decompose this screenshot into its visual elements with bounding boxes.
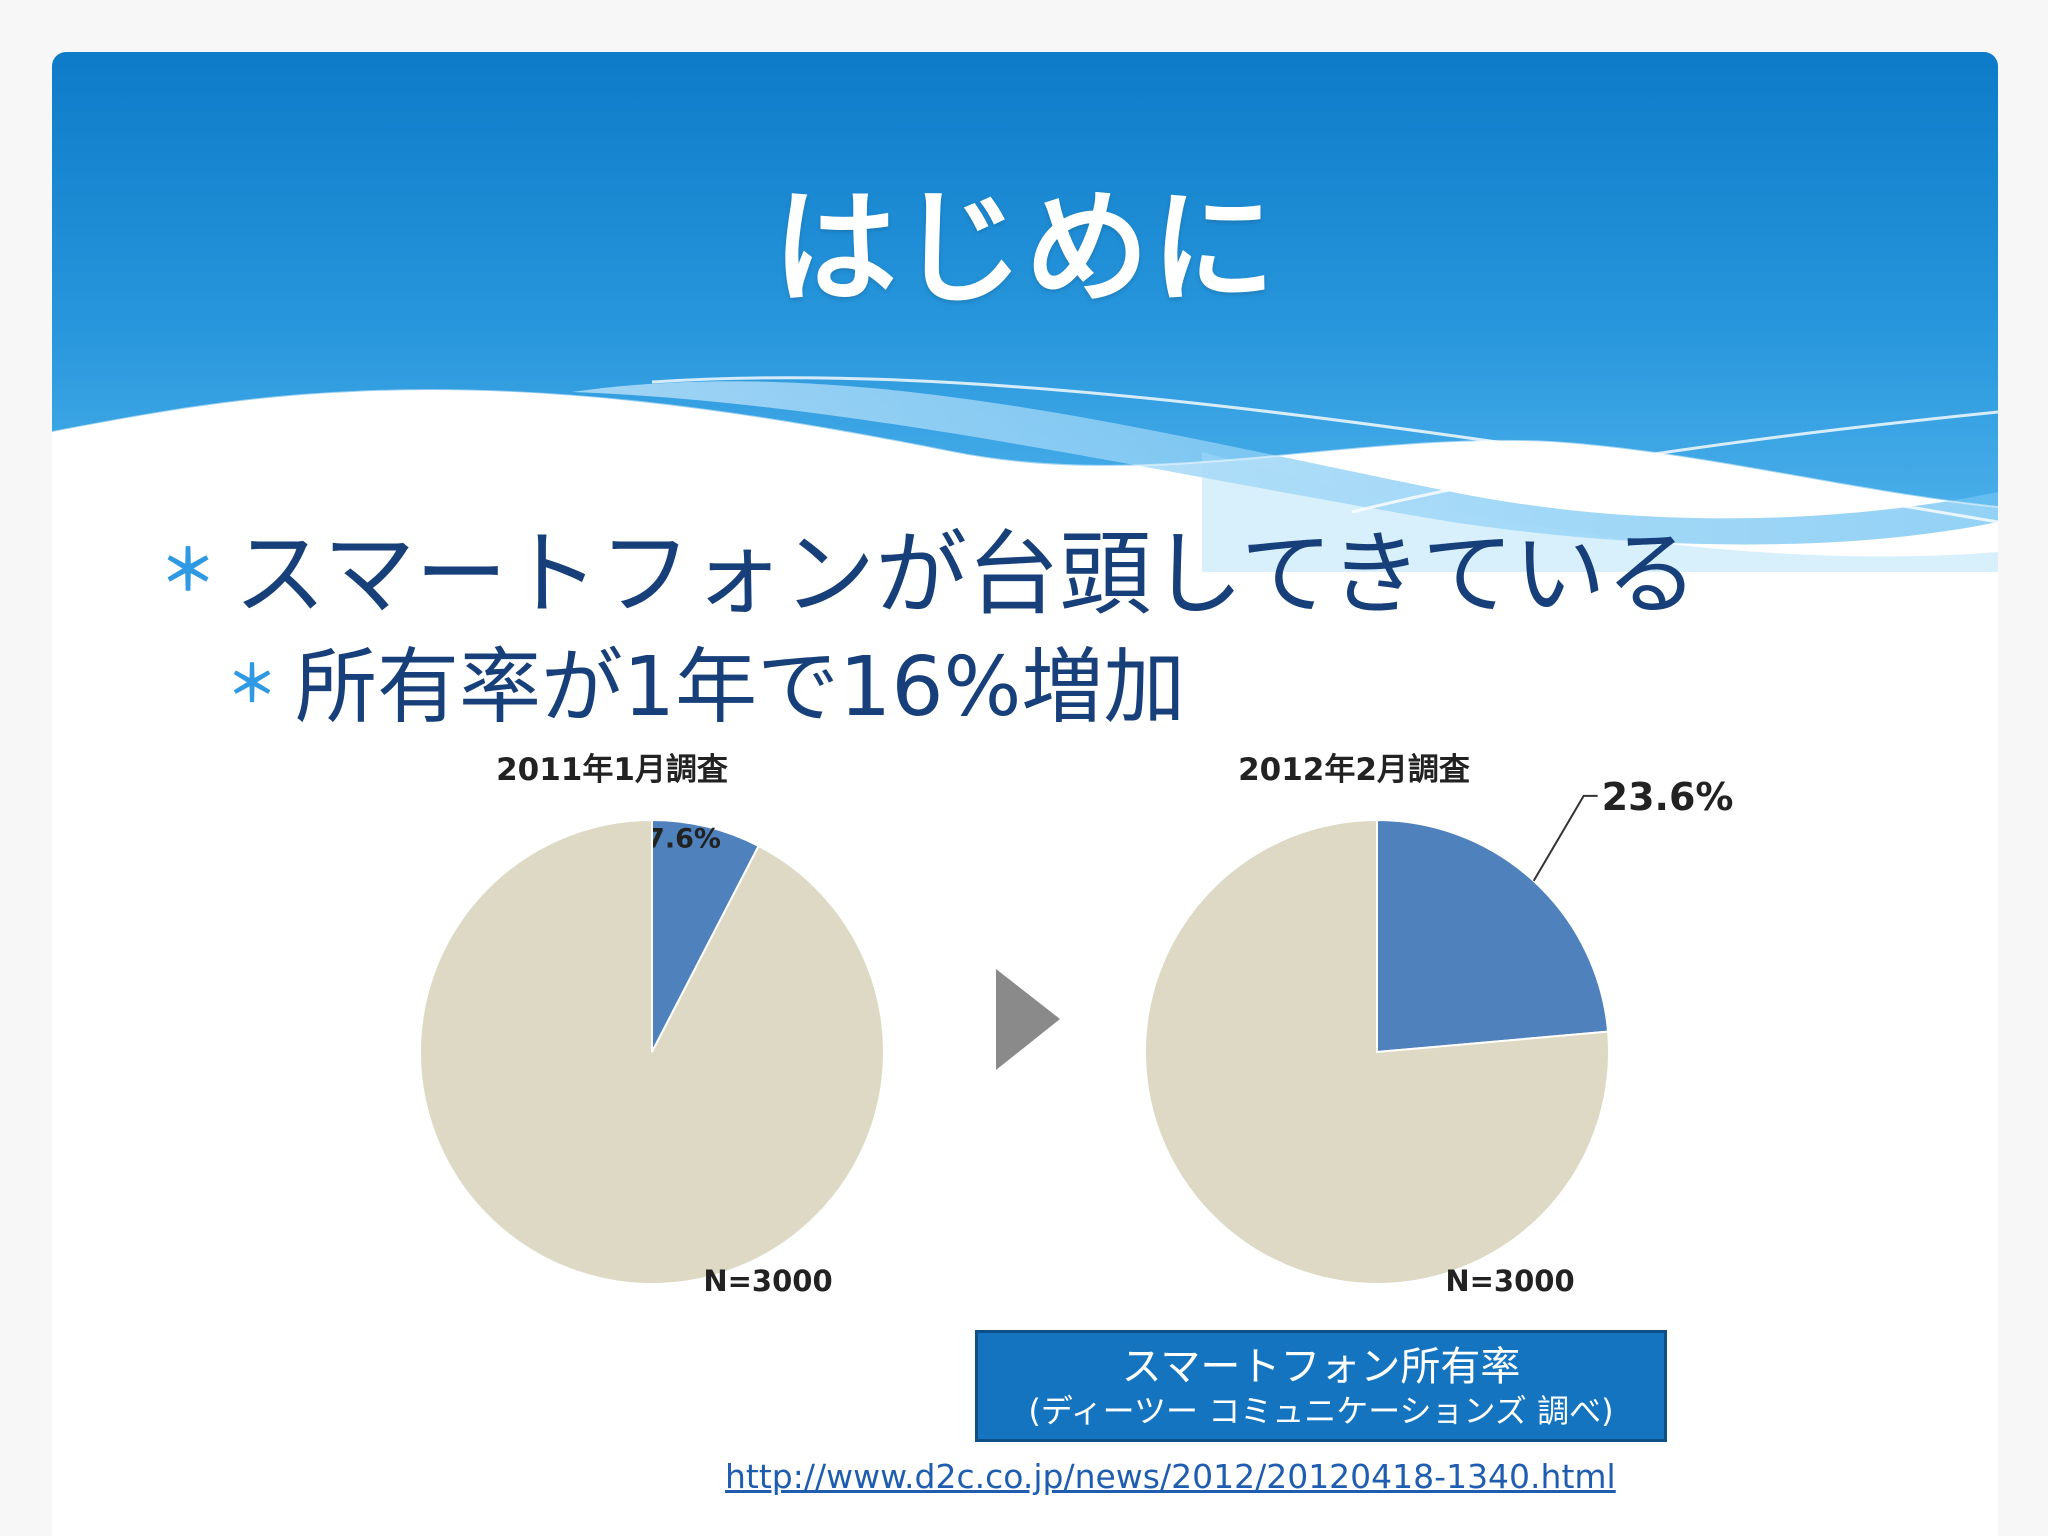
pie-note-2011: N=3000 bbox=[703, 1264, 832, 1298]
source-title: スマートフォン所有率 bbox=[1121, 1344, 1521, 1390]
bullet-text: スマートフォンが台頭してきている bbox=[234, 521, 1698, 628]
header-wave-background bbox=[52, 52, 1998, 572]
pie-charts: 2011年1月調査 2012年2月調査 7.6% 23.6% N=3000 N=… bbox=[419, 752, 1734, 1298]
asterisk-bullet-icon: ＊ bbox=[227, 654, 277, 713]
pie-title-2011: 2011年1月調査 bbox=[496, 752, 728, 788]
asterisk-bullet-icon: ＊ bbox=[160, 539, 216, 604]
label-leader-line bbox=[1532, 794, 1598, 882]
pie-slice-smartphone bbox=[651, 818, 760, 1053]
source-caption-box: スマートフォン所有率 (ディーツー コミュニケーションズ 調べ) bbox=[975, 1330, 1667, 1442]
pie-title-2012: 2012年2月調査 bbox=[1238, 752, 1470, 788]
pie-slice-other bbox=[419, 818, 885, 1285]
play-triangle-icon bbox=[996, 969, 1060, 1070]
pie-slice-other bbox=[1144, 818, 1610, 1285]
pie-chart-2011: 7.6% bbox=[419, 818, 885, 1285]
slide: はじめに ＊ スマートフォンが台頭してきている ＊ 所有率が1年で16%増加 2… bbox=[52, 52, 1998, 1536]
bullet-level-1: ＊ スマートフォンが台頭してきている bbox=[160, 500, 1698, 633]
source-url-link[interactable]: http://www.d2c.co.jp/news/2012/20120418-… bbox=[725, 1457, 1616, 1496]
pie-data-label: 23.6% bbox=[1602, 775, 1734, 819]
bullet-text: 所有率が1年で16%増加 bbox=[295, 640, 1186, 735]
pie-chart-2012: 23.6% bbox=[1144, 775, 1734, 1285]
pie-data-label: 7.6% bbox=[646, 824, 721, 855]
pie-note-2012: N=3000 bbox=[1445, 1264, 1574, 1298]
source-subtitle: (ディーツー コミュニケーションズ 調べ) bbox=[1028, 1392, 1614, 1430]
bullet-level-2: ＊ 所有率が1年で16%増加 bbox=[227, 620, 1185, 739]
slide-title: はじめに bbox=[772, 177, 1277, 321]
pie-slice-smartphone bbox=[1376, 818, 1610, 1054]
